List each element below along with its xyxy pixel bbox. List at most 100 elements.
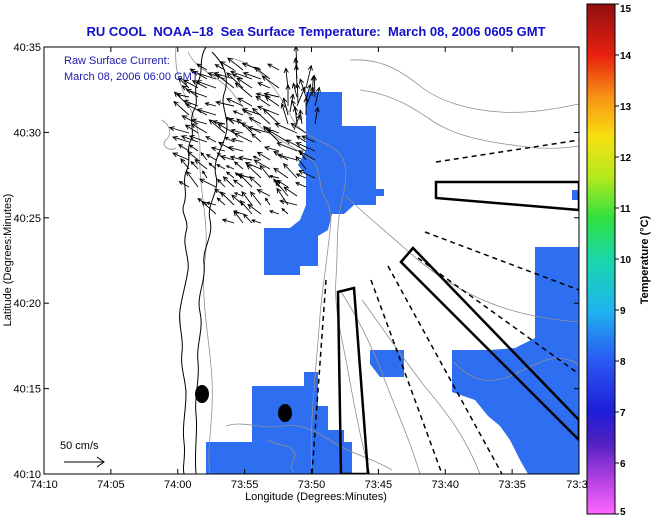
current-vector: [233, 210, 244, 224]
current-vector: [303, 96, 309, 116]
current-vector: [233, 161, 244, 170]
current-vector: [282, 162, 298, 179]
current-vector: [314, 106, 320, 125]
scale-vector: [64, 456, 105, 468]
current-vector: [273, 178, 280, 188]
beam-southeast: [399, 246, 579, 442]
current-vector: [283, 67, 289, 89]
colorbar-label: Temperature (°C): [639, 215, 651, 304]
current-vector: [219, 61, 235, 71]
current-vector: [295, 135, 307, 143]
current-vector: [188, 144, 199, 152]
x-tick-label: 73:45: [365, 479, 393, 491]
current-vector: [239, 200, 253, 215]
current-vector: [274, 122, 298, 134]
beam-south: [336, 286, 370, 474]
y-tick-label: 40:15: [13, 384, 41, 396]
current-vector: [274, 180, 289, 197]
current-vector: [262, 108, 280, 125]
current-vector: [251, 133, 262, 143]
current-vector: [217, 123, 235, 134]
current-vector: [189, 68, 208, 80]
current-vector: [263, 145, 280, 152]
current-vector: [236, 118, 253, 134]
current-vector: [208, 162, 217, 170]
colorbar-ticks: 15 14 13 12 11 10 9 8 7 6 5: [615, 3, 632, 518]
current-vector: [192, 70, 217, 80]
current-vector: [172, 135, 190, 143]
current-vector: [237, 97, 253, 107]
current-vector: [248, 117, 262, 125]
radar-dashed-lines: [311, 139, 579, 474]
current-vector: [182, 79, 199, 89]
x-axis-label: Longitude (Degrees:Minutes): [245, 491, 387, 503]
current-vector: [268, 174, 280, 179]
sst-patch-north: [264, 92, 384, 275]
current-vector: [185, 88, 208, 98]
current-vector: [230, 128, 244, 134]
current-vector: [305, 64, 313, 89]
x-tick-label: 73:35: [498, 479, 526, 491]
current-vector: [198, 178, 217, 188]
contour-12: [267, 439, 296, 473]
current-vector: [222, 176, 235, 188]
y-tick-label: 40:30: [13, 127, 41, 139]
current-vector: [247, 125, 271, 134]
current-vector: [256, 151, 271, 161]
colorbar-tick-label: 11: [620, 204, 631, 215]
map-title: RU COOL NOAA–18 Sea Surface Temperature:…: [86, 24, 545, 39]
current-vector: [224, 136, 235, 143]
current-vector: [241, 190, 253, 206]
scale-label: 50 cm/s: [60, 440, 99, 452]
current-vector: [196, 108, 217, 116]
current-vector: [205, 201, 217, 206]
current-vector: [180, 135, 199, 143]
current-vector: [233, 132, 253, 143]
x-tick-label: 73:50: [298, 479, 326, 491]
hf-radar-site-2: [278, 404, 292, 422]
current-vector: [225, 171, 235, 179]
contour-9: [225, 423, 393, 471]
current-vector: [241, 62, 262, 71]
current-vector: [231, 137, 244, 143]
current-vector: [310, 75, 316, 97]
colorbar-tick-label: 9: [620, 306, 626, 317]
current-vector: [293, 114, 301, 131]
current-vector: [172, 152, 190, 161]
x-tick-label: 73:40: [431, 479, 459, 491]
y-tick-label: 40:25: [13, 213, 41, 225]
current-vector: [247, 203, 262, 215]
current-vector: [220, 155, 235, 161]
colorbar: 15 14 13 12 11 10 9 8 7 6 5 Temperature (°C): [586, 3, 651, 518]
current-vector: [251, 219, 262, 224]
beam-east-horizontal: [434, 180, 579, 212]
colorbar-tick-label: 15: [620, 4, 632, 15]
contour-8: [361, 299, 481, 474]
colorbar-tick-label: 7: [620, 408, 626, 419]
current-vector: [187, 150, 199, 161]
colorbar-tick-label: 14: [620, 51, 632, 62]
current-vector: [205, 153, 217, 161]
current-vectors: [168, 47, 321, 224]
y-axis: 40:35 40:30 40:25 40:20 40:15 40:10: [13, 42, 579, 481]
radar-beams: [336, 180, 579, 474]
current-vector: [201, 200, 217, 215]
coastline-main: [179, 47, 207, 474]
current-vector: [208, 119, 226, 134]
current-vector: [279, 199, 298, 206]
current-vector: [290, 122, 307, 134]
current-vector: [267, 129, 289, 143]
contour-4: [349, 59, 579, 113]
current-vector: [177, 144, 190, 152]
current-vector: [237, 155, 253, 161]
current-vector: [214, 100, 235, 107]
current-vector: [273, 167, 289, 179]
colorbar-tick-label: 8: [620, 357, 626, 368]
current-vector: [242, 213, 253, 224]
current-vector: [212, 120, 226, 125]
current-vector: [264, 197, 271, 206]
current-vector: [299, 78, 307, 98]
current-vector: [215, 73, 235, 89]
current-vector: [298, 170, 316, 179]
current-vector: [263, 91, 280, 98]
